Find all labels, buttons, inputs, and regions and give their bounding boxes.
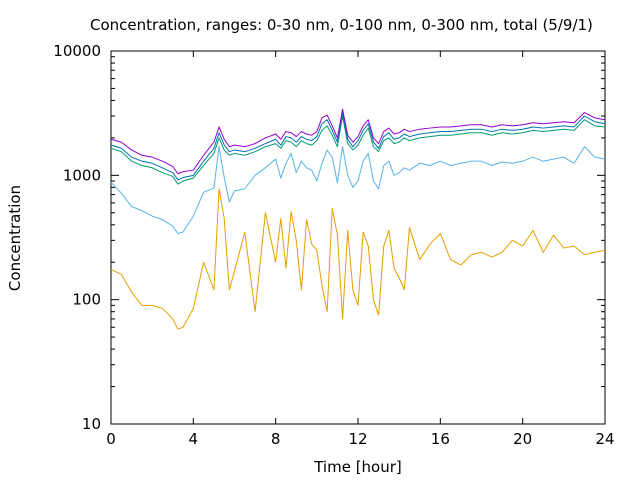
- y-tick-label: 1000: [63, 166, 101, 184]
- y-tick-label: 100: [72, 291, 101, 309]
- y-tick-label: 10000: [53, 42, 101, 60]
- series-line-4: [110, 112, 606, 181]
- x-tick-label: 8: [271, 430, 281, 448]
- chart-title: Concentration, ranges: 0-30 nm, 0-100 nm…: [90, 16, 593, 34]
- x-axis: 0 4 8 12 16 20 24: [106, 51, 615, 448]
- x-tick-label: 20: [513, 430, 532, 448]
- series-line-1: [110, 188, 606, 330]
- x-tick-label: 4: [189, 430, 199, 448]
- x-tick-label: 24: [595, 430, 614, 448]
- x-tick-label: 12: [348, 430, 367, 448]
- series-line-5: [110, 108, 606, 175]
- y-axis: 10 100 1000 10000: [53, 42, 605, 433]
- y-axis-label: Concentration: [6, 185, 24, 291]
- series-line-3: [110, 115, 606, 185]
- x-tick-label: 0: [106, 430, 116, 448]
- y-tick-label: 10: [82, 415, 101, 433]
- plot-area-frame: [110, 50, 606, 425]
- series-group: [110, 108, 606, 330]
- series-line-2: [110, 146, 606, 235]
- x-tick-label: 16: [431, 430, 450, 448]
- x-axis-label: Time [hour]: [313, 458, 402, 476]
